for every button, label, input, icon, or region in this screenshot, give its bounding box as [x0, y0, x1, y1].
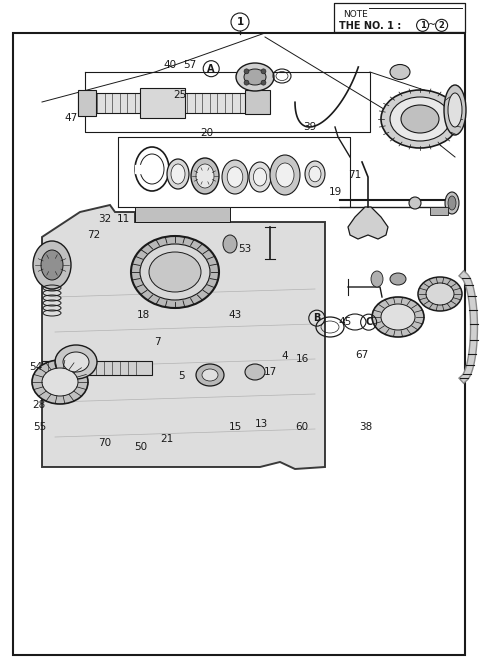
Text: 72: 72: [87, 230, 101, 239]
Text: 17: 17: [264, 368, 277, 377]
Text: 53: 53: [238, 245, 252, 254]
Circle shape: [261, 69, 266, 74]
Ellipse shape: [191, 158, 219, 194]
Bar: [430, 207, 448, 215]
Text: 70: 70: [98, 438, 111, 448]
Circle shape: [261, 80, 266, 85]
Ellipse shape: [249, 162, 271, 192]
Text: 21: 21: [160, 434, 174, 444]
Ellipse shape: [63, 352, 89, 372]
Ellipse shape: [448, 93, 462, 127]
Bar: [135, 165, 143, 173]
Text: ~: ~: [428, 20, 436, 30]
Text: 5: 5: [178, 371, 185, 380]
Ellipse shape: [371, 271, 383, 287]
Text: 16: 16: [296, 354, 309, 364]
Text: 50: 50: [134, 442, 148, 452]
Text: 13: 13: [255, 419, 268, 428]
Text: 7: 7: [154, 337, 161, 346]
Ellipse shape: [196, 164, 214, 188]
Ellipse shape: [276, 163, 294, 187]
Ellipse shape: [41, 250, 63, 280]
Ellipse shape: [401, 105, 439, 133]
Text: 47: 47: [64, 113, 78, 123]
Ellipse shape: [418, 277, 462, 311]
Text: 43: 43: [228, 311, 242, 320]
Text: 60: 60: [295, 422, 308, 432]
Text: 67: 67: [355, 350, 369, 360]
Ellipse shape: [223, 235, 237, 253]
Text: 18: 18: [136, 311, 150, 320]
Text: 20: 20: [200, 129, 213, 138]
Ellipse shape: [244, 69, 266, 85]
Ellipse shape: [32, 360, 88, 404]
Ellipse shape: [305, 161, 325, 187]
Polygon shape: [42, 205, 325, 469]
Ellipse shape: [222, 160, 248, 194]
Text: 57: 57: [183, 60, 196, 69]
Text: 15: 15: [228, 422, 242, 432]
Ellipse shape: [245, 364, 265, 380]
Text: 55: 55: [33, 422, 46, 432]
Text: 4: 4: [282, 351, 288, 360]
Text: 32: 32: [98, 214, 111, 223]
Text: 11: 11: [117, 214, 131, 223]
Circle shape: [244, 80, 249, 85]
Text: 19: 19: [328, 187, 342, 197]
Text: 71: 71: [348, 171, 361, 180]
Ellipse shape: [445, 192, 459, 214]
Ellipse shape: [149, 252, 201, 292]
Bar: [140, 88, 185, 118]
Ellipse shape: [444, 85, 466, 135]
Ellipse shape: [131, 236, 219, 308]
Circle shape: [244, 69, 249, 74]
Text: 54: 54: [29, 362, 42, 372]
Ellipse shape: [33, 241, 71, 289]
Ellipse shape: [372, 297, 424, 337]
Ellipse shape: [390, 273, 406, 285]
Ellipse shape: [227, 167, 243, 187]
Ellipse shape: [381, 90, 459, 148]
Ellipse shape: [270, 155, 300, 195]
Ellipse shape: [55, 345, 97, 379]
Ellipse shape: [381, 304, 415, 330]
Bar: [245, 90, 270, 114]
Ellipse shape: [390, 65, 410, 79]
Ellipse shape: [196, 364, 224, 386]
Text: 45: 45: [338, 317, 351, 327]
Ellipse shape: [236, 63, 274, 91]
Ellipse shape: [140, 244, 210, 300]
Ellipse shape: [253, 168, 266, 186]
Ellipse shape: [171, 164, 185, 184]
Text: 38: 38: [359, 422, 372, 432]
Ellipse shape: [309, 166, 321, 182]
Bar: [78, 93, 263, 113]
Text: 40: 40: [164, 60, 177, 69]
Text: C: C: [365, 317, 372, 327]
Ellipse shape: [390, 97, 450, 141]
Text: 2: 2: [439, 21, 444, 30]
Ellipse shape: [202, 369, 218, 381]
Ellipse shape: [167, 159, 189, 189]
Bar: [78, 90, 96, 116]
Bar: [42, 361, 152, 375]
Polygon shape: [348, 207, 388, 239]
Text: 39: 39: [303, 122, 316, 131]
Ellipse shape: [426, 283, 454, 305]
Text: NOTE: NOTE: [344, 10, 368, 19]
Text: 1: 1: [236, 17, 244, 27]
Text: A: A: [207, 64, 215, 73]
Text: 25: 25: [173, 91, 187, 100]
Circle shape: [409, 197, 421, 209]
Ellipse shape: [448, 196, 456, 210]
Text: THE NO. 1 :: THE NO. 1 :: [338, 21, 404, 31]
Text: B: B: [313, 313, 321, 323]
Ellipse shape: [42, 368, 78, 396]
Text: 28: 28: [33, 400, 46, 410]
Text: 1: 1: [420, 21, 426, 30]
Bar: [135, 207, 230, 222]
